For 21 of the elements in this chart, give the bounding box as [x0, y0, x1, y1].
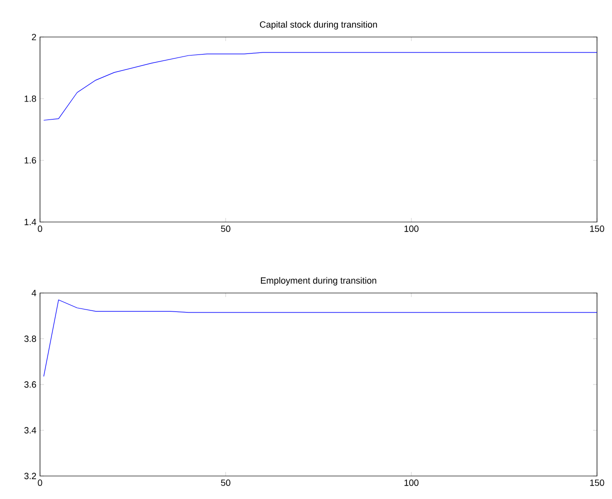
x-tick-label: 50: [221, 480, 230, 486]
line-series: [43, 52, 598, 121]
chart-title: Capital stock during transition: [260, 21, 377, 30]
y-tick-label: 1.8: [24, 95, 36, 102]
y-tick-label: 4: [32, 290, 36, 296]
x-tick-label: 150: [590, 226, 604, 232]
y-tick-label: 3.4: [24, 427, 36, 434]
x-tick-label: 50: [221, 226, 230, 232]
x-tick-label: 0: [38, 480, 42, 486]
y-tick-label: 3.6: [24, 381, 36, 388]
x-tick-label: 100: [404, 480, 418, 486]
x-tick-label: 100: [404, 226, 418, 232]
chart-title: Employment during transition: [260, 277, 376, 286]
y-tick-label: 3.2: [24, 472, 36, 480]
x-tick-label: 0: [38, 226, 42, 232]
y-tick-label: 1.6: [24, 157, 36, 164]
y-tick-label: 3.8: [24, 336, 36, 342]
y-tick-label: 1.4: [24, 218, 36, 226]
x-tick-label: 150: [590, 480, 604, 486]
y-tick-label: 2: [32, 34, 36, 40]
line-series: [43, 300, 598, 377]
